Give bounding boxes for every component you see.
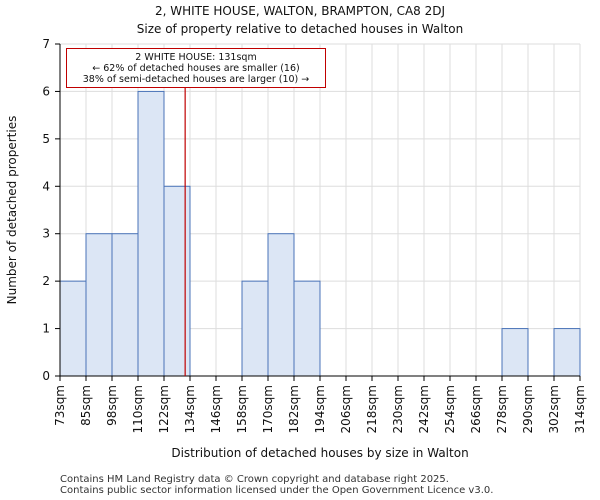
y-tick-label: 2 bbox=[42, 274, 50, 288]
x-tick-label: 230sqm bbox=[391, 385, 405, 433]
attribution-line-1: Contains HM Land Registry data © Crown c… bbox=[60, 474, 449, 485]
x-tick-label: 158sqm bbox=[235, 385, 249, 433]
histogram-bar bbox=[267, 233, 295, 377]
histogram-bar bbox=[137, 90, 165, 377]
property-annotation-box: 2 WHITE HOUSE: 131sqm ← 62% of detached … bbox=[66, 48, 326, 88]
histogram-bar bbox=[163, 185, 191, 377]
histogram-bar bbox=[501, 328, 529, 377]
x-tick-label: 302sqm bbox=[547, 385, 561, 433]
x-tick-label: 314sqm bbox=[573, 385, 587, 433]
x-tick-label: 134sqm bbox=[183, 385, 197, 433]
y-tick-label: 4 bbox=[42, 179, 50, 193]
x-tick-label: 146sqm bbox=[209, 385, 223, 433]
y-axis-label: Number of detached properties bbox=[5, 115, 19, 305]
attribution-footer: Contains HM Land Registry data © Crown c… bbox=[60, 474, 493, 496]
x-tick-label: 182sqm bbox=[287, 385, 301, 433]
histogram-bar bbox=[85, 233, 113, 377]
x-tick-label: 98sqm bbox=[105, 385, 119, 426]
y-tick-label: 3 bbox=[42, 227, 50, 241]
x-tick-label: 254sqm bbox=[443, 385, 457, 433]
histogram-bar bbox=[241, 280, 269, 377]
attribution-line-2: Contains public sector information licen… bbox=[60, 485, 494, 496]
histogram-bar bbox=[293, 280, 321, 377]
x-axis-label: Distribution of detached houses by size … bbox=[171, 446, 469, 460]
x-tick-label: 290sqm bbox=[521, 385, 535, 433]
annotation-property-line: 2 WHITE HOUSE: 131sqm bbox=[135, 52, 257, 63]
y-tick-label: 6 bbox=[42, 84, 50, 98]
x-tick-label: 170sqm bbox=[261, 385, 275, 433]
x-tick-label: 218sqm bbox=[365, 385, 379, 433]
x-tick-label: 266sqm bbox=[469, 385, 483, 433]
y-tick-label: 7 bbox=[42, 37, 50, 51]
x-tick-label: 110sqm bbox=[131, 385, 145, 433]
y-tick-label: 1 bbox=[42, 322, 50, 336]
chart-title: 2, WHITE HOUSE, WALTON, BRAMPTON, CA8 2D… bbox=[154, 4, 446, 18]
x-tick-label: 242sqm bbox=[417, 385, 431, 433]
histogram-bar bbox=[553, 328, 581, 377]
y-tick-label: 0 bbox=[42, 369, 50, 383]
x-tick-label: 206sqm bbox=[339, 385, 353, 433]
x-tick-label: 194sqm bbox=[313, 385, 327, 433]
chart-subtitle: Size of property relative to detached ho… bbox=[136, 22, 464, 36]
x-tick-label: 73sqm bbox=[53, 385, 67, 426]
annotation-larger-line: 38% of semi-detached houses are larger (… bbox=[82, 74, 310, 85]
y-tick-label: 5 bbox=[42, 132, 50, 146]
histogram-bar bbox=[59, 280, 87, 377]
x-tick-label: 85sqm bbox=[79, 385, 93, 426]
x-tick-label: 278sqm bbox=[495, 385, 509, 433]
annotation-smaller-line: ← 62% of detached houses are smaller (16… bbox=[92, 63, 300, 74]
x-tick-label: 122sqm bbox=[157, 385, 171, 433]
histogram-bar bbox=[111, 233, 139, 377]
